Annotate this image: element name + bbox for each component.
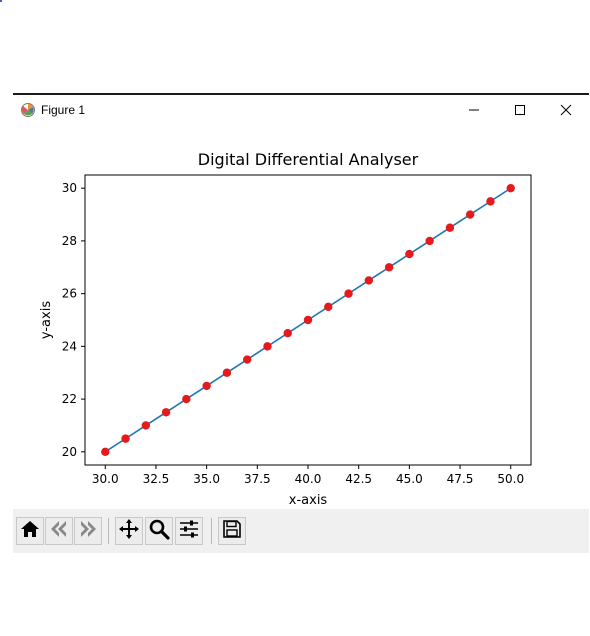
x-tick-label: 35.0 (193, 472, 220, 486)
data-point (202, 381, 211, 391)
data-point (344, 289, 353, 298)
data-point (384, 263, 394, 272)
forward-arrow-icon (77, 518, 99, 544)
data-point (303, 315, 313, 325)
maximize-icon (514, 101, 526, 120)
back-button[interactable] (45, 517, 73, 545)
x-axis-label: x-axis (289, 493, 328, 508)
data-point (425, 236, 434, 246)
data-point (445, 223, 455, 232)
zoom-button[interactable] (145, 517, 173, 545)
configure-subplots-button[interactable] (175, 517, 203, 545)
y-tick-label: 30 (62, 181, 77, 195)
magnifier-icon (148, 518, 170, 544)
close-icon (560, 101, 572, 120)
data-point (364, 276, 374, 285)
y-tick-label: 22 (62, 392, 77, 406)
forward-button[interactable] (74, 517, 102, 545)
matplotlib-logo-icon (20, 102, 36, 118)
x-tick-label: 47.5 (447, 472, 474, 486)
save-button[interactable] (218, 517, 246, 545)
title-bar[interactable]: Figure 1 (13, 95, 589, 125)
data-point (141, 421, 151, 430)
data-point (161, 408, 171, 417)
toolbar-separator (211, 518, 212, 544)
y-axis-ticks: 20 22 24 26 28 30 (62, 181, 85, 459)
data-point (324, 302, 333, 312)
home-button[interactable] (16, 517, 44, 545)
y-axis-label: y-axis (39, 301, 54, 339)
data-point (182, 394, 191, 404)
data-point (486, 197, 495, 206)
x-tick-label: 30.0 (92, 472, 119, 486)
data-point (121, 434, 130, 443)
data-point (222, 368, 232, 377)
data-point (242, 355, 252, 364)
pan-button[interactable] (115, 517, 143, 545)
data-point (283, 328, 292, 338)
chart: Digital Differential Analyser 30.0 32.5 35… (39, 150, 532, 508)
y-tick-label: 28 (62, 234, 77, 248)
minimize-button[interactable] (451, 95, 497, 125)
y-tick-label: 26 (62, 287, 77, 301)
close-button[interactable] (543, 95, 589, 125)
home-icon (19, 518, 41, 544)
data-point (263, 342, 272, 351)
minimize-icon (468, 101, 480, 120)
figure-window: Figure 1 Digital Differential Analyser 3… (13, 93, 589, 553)
sliders-icon (178, 518, 200, 544)
x-tick-label: 40.0 (295, 472, 322, 486)
x-tick-label: 45.0 (396, 472, 423, 486)
chart-title: Digital Differential Analyser (198, 150, 419, 169)
plot-canvas[interactable]: Digital Differential Analyser 30.0 32.5 35… (13, 125, 589, 509)
move-icon (118, 518, 140, 544)
corner-artifact (0, 0, 2, 2)
toolbar-separator (108, 518, 109, 544)
data-point (506, 183, 515, 193)
maximize-button[interactable] (497, 95, 543, 125)
x-tick-label: 32.5 (143, 472, 170, 486)
navigation-toolbar (13, 509, 589, 553)
x-tick-label: 42.5 (345, 472, 372, 486)
data-series (101, 183, 515, 457)
data-point (101, 447, 110, 457)
data-point (465, 210, 475, 219)
y-tick-label: 20 (62, 445, 77, 459)
y-tick-label: 24 (62, 339, 77, 353)
floppy-disk-icon (221, 518, 243, 544)
data-point (405, 249, 414, 259)
back-arrow-icon (48, 518, 70, 544)
window-title: Figure 1 (41, 103, 86, 117)
x-axis-ticks: 30.0 32.5 35.0 37.5 40.0 42.5 45.0 47.5 50.0 (92, 465, 524, 486)
x-tick-label: 37.5 (244, 472, 271, 486)
x-tick-label: 50.0 (497, 472, 524, 486)
